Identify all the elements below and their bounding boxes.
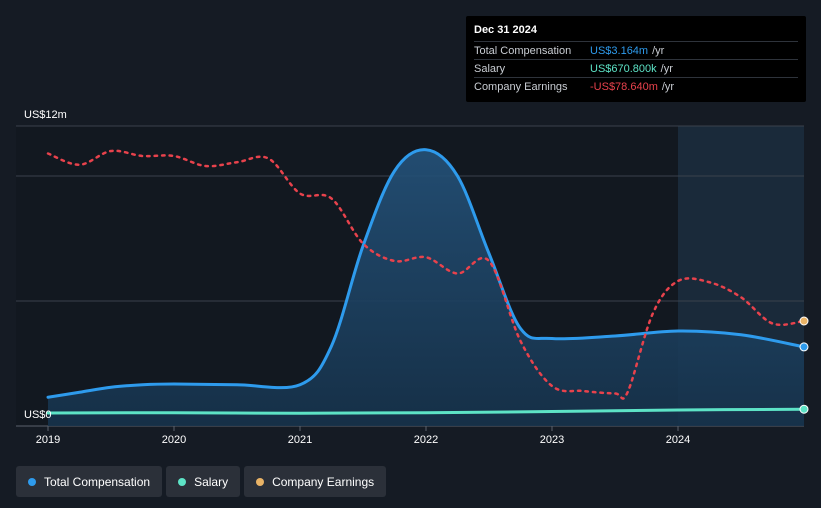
total-compensation-end-marker <box>799 342 809 352</box>
company-earnings-line <box>46 149 806 400</box>
salary-end-marker <box>799 404 809 414</box>
tooltip-date: Dec 31 2024 <box>474 24 537 36</box>
salary-line <box>46 407 806 415</box>
legend-dot-icon <box>28 477 36 486</box>
legend-item-salary[interactable]: Salary <box>166 466 241 497</box>
legend-label: Salary <box>194 474 229 489</box>
y-axis-bottom-label: US$0 <box>24 409 52 421</box>
tooltip-value: US$3.164m <box>590 44 649 57</box>
tooltip-value: US$670.800k <box>590 62 657 75</box>
legend-item-total-compensation[interactable]: Total Compensation <box>16 466 163 497</box>
x-tick-label: 2021 <box>288 434 312 446</box>
legend-label: Company Earnings <box>272 474 375 489</box>
tooltip-label: Salary <box>474 62 506 75</box>
x-tick-label: 2020 <box>162 434 186 446</box>
tooltip-label: Total Compensation <box>474 44 572 57</box>
tooltip-value: -US$78.640m <box>590 80 658 93</box>
tooltip: Dec 31 2024 Total Compensation US$3.164m… <box>466 16 806 102</box>
x-tick-label: 2019 <box>36 434 60 446</box>
x-tick-label: 2024 <box>666 434 690 446</box>
tooltip-row-total-compensation: Total Compensation US$3.164m /yr <box>474 41 798 59</box>
legend-item-company-earnings[interactable]: Company Earnings <box>244 466 387 497</box>
x-tick-label: 2023 <box>540 434 564 446</box>
tooltip-row-company-earnings: Company Earnings -US$78.640m /yr <box>474 77 798 95</box>
x-tick-label: 2022 <box>414 434 438 446</box>
legend-dot-icon <box>178 477 187 486</box>
total-compensation-area <box>48 149 804 426</box>
legend-dot-icon <box>256 477 265 486</box>
tooltip-unit: /yr <box>661 80 675 93</box>
legend-label: Total Compensation <box>44 474 151 489</box>
company-earnings-end-marker <box>799 316 809 326</box>
total-compensation-line <box>46 148 806 399</box>
legend: Total Compensation Salary Company Earnin… <box>16 466 387 497</box>
tooltip-unit: /yr <box>660 62 673 75</box>
tooltip-row-salary: Salary US$670.800k /yr <box>474 59 798 77</box>
tooltip-label: Company Earnings <box>474 80 568 93</box>
tooltip-unit: /yr <box>652 44 665 57</box>
y-axis-top-label: US$12m <box>24 109 67 121</box>
